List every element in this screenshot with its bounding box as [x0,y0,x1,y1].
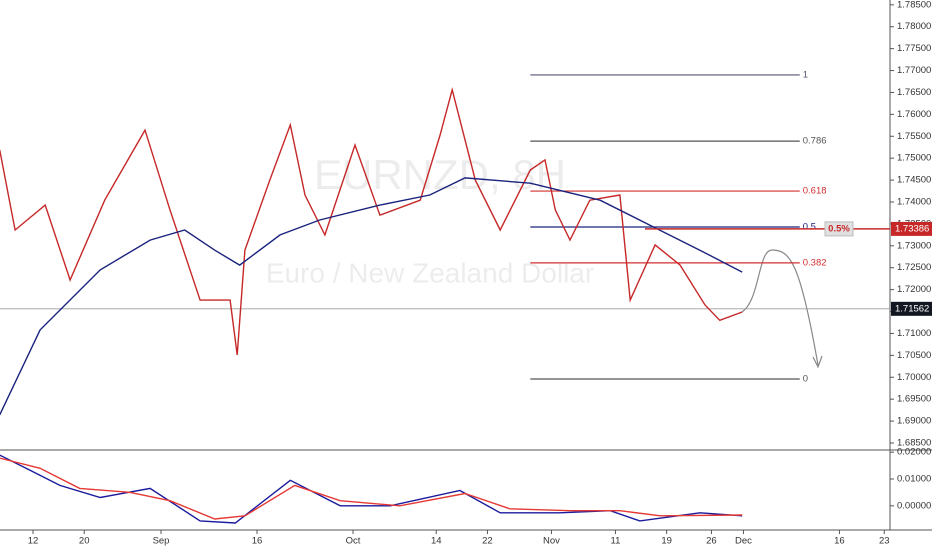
x-tick-label: Oct [346,536,361,547]
y-tick-label: 1.69500 [897,394,931,405]
fib-level-label: 0 [803,374,808,385]
y-tick-label: 0.02000 [897,447,931,458]
y-tick-label: 1.75500 [897,131,931,142]
y-tick-label: 1.69000 [897,416,931,427]
watermark-subtitle: Euro / New Zealand Dollar [266,257,594,288]
y-tick-label: 1.70500 [897,350,931,361]
fib-level-label: 0.382 [803,257,827,268]
y-tick-label: 1.73000 [897,240,931,251]
y-tick-label: 1.78500 [897,0,931,10]
target-label: 1.73386 [895,223,929,234]
target-badge [891,221,932,236]
y-tick-label: 1.75000 [897,153,931,164]
change-label: 0.5% [828,223,850,234]
y-tick-label: 1.74000 [897,197,931,208]
projection-arrow-head [812,355,823,369]
series-line [0,457,743,520]
x-tick-label: Nov [543,536,560,547]
y-tick-label: 1.76500 [897,87,931,98]
x-tick-label: 16 [252,536,263,547]
y-tick-label: 1.68500 [897,438,931,449]
series-line [0,454,743,524]
x-tick-label: 20 [79,536,90,547]
x-tick-label: 11 [610,536,620,547]
x-tick-label: 22 [482,536,493,547]
y-tick-label: 0.01000 [897,474,931,485]
change-badge [824,221,854,237]
x-tick-label: 14 [431,536,442,547]
fib-level-label: 0.618 [803,186,827,197]
x-tick-label: Sep [153,536,170,547]
y-tick-label: 1.78000 [897,21,931,32]
x-tick-label: 26 [706,536,717,547]
y-tick-label: 0.00000 [897,500,931,511]
series-line [0,87,743,355]
y-tick-label: 1.71000 [897,328,931,339]
y-tick-label: 1.77500 [897,43,931,54]
y-tick-label: 1.72500 [897,262,931,273]
fib-level-label: 1 [803,69,808,80]
last-price-badge [891,301,932,316]
series-line [0,177,743,416]
fib-level-label: 0.786 [803,136,827,147]
x-tick-label: 16 [834,536,845,547]
y-tick-label: 1.74500 [897,175,931,186]
fib-level-label: 0.5 [803,221,816,232]
x-tick-label: 23 [879,536,890,547]
x-tick-label: 12 [28,536,39,547]
projection-arrow [741,249,819,366]
x-tick-label: Dec [735,536,752,547]
y-tick-label: 1.76000 [897,109,931,120]
y-tick-label: 1.70000 [897,372,931,383]
y-tick-label: 1.77000 [897,65,931,76]
y-tick-label: 1.72000 [897,284,931,295]
last-price-label: 1.71562 [895,303,929,314]
x-tick-label: 19 [661,536,672,547]
